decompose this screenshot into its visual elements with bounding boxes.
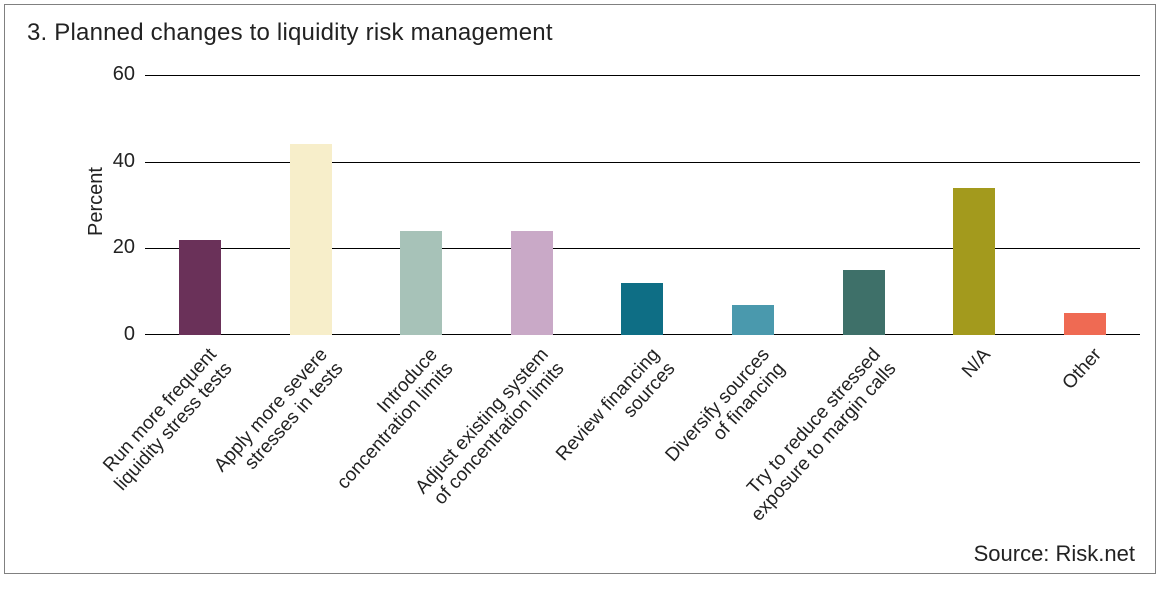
y-tick-label: 20 [95, 236, 135, 259]
bar [843, 270, 885, 335]
bar [290, 144, 332, 335]
bar [1064, 313, 1106, 335]
plot-area [145, 75, 1140, 335]
gridline [145, 75, 1140, 76]
y-tick-label: 40 [95, 150, 135, 173]
bar [953, 188, 995, 335]
chart-title: 3. Planned changes to liquidity risk man… [27, 19, 553, 47]
source-label: Source: Risk.net [974, 541, 1135, 567]
bar [621, 283, 663, 335]
bar [400, 231, 442, 335]
y-axis-label: Percent [85, 167, 108, 236]
chart-frame: 3. Planned changes to liquidity risk man… [4, 4, 1156, 574]
bar [179, 240, 221, 335]
bar [732, 305, 774, 335]
y-tick-label: 0 [95, 323, 135, 346]
bar-chart: Percent 0204060Run more frequentliquidit… [65, 65, 1140, 405]
y-tick-label: 60 [95, 63, 135, 86]
bar [511, 231, 553, 335]
